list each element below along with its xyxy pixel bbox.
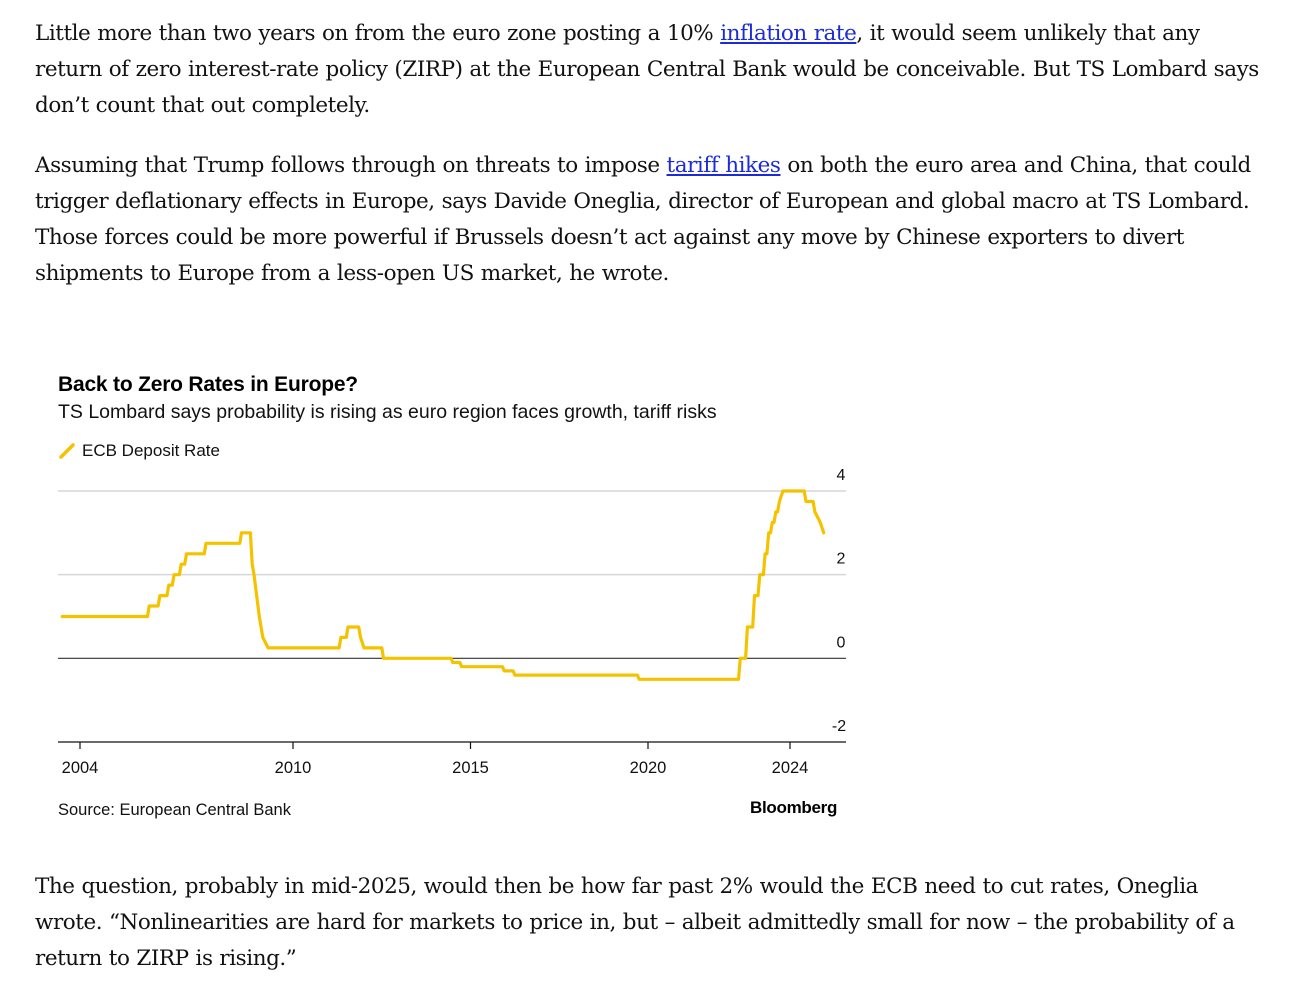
y-tick-label: 0 (837, 634, 846, 651)
paragraph-3: The question, probably in mid-2025, woul… (35, 874, 1235, 971)
inflation-rate-link[interactable]: inflation rate (720, 21, 857, 46)
legend-label: ECB Deposit Rate (82, 441, 220, 460)
bloomberg-logo: Bloomberg (750, 798, 838, 817)
chart-plot: 0 2 4 -2 2004 2010 2015 2020 2024 (58, 467, 846, 777)
chart-legend: ECB Deposit Rate (58, 441, 220, 461)
y-tick-label: -2 (832, 718, 846, 735)
x-tick-label: 2010 (275, 759, 312, 777)
p2-text-before: Assuming that Trump follows through on t… (35, 153, 667, 178)
x-tick-label: 2015 (452, 759, 489, 777)
p1-text-after: , it would seem unlikely that any return… (35, 21, 1259, 118)
y-tick-label: 4 (837, 467, 846, 484)
y-tick-label: 2 (837, 551, 846, 568)
chart-source: Source: European Central Bank (58, 801, 291, 819)
x-tick-label: 2024 (772, 759, 809, 777)
x-tick-label: 2020 (630, 759, 667, 777)
paragraph-2: Assuming that Trump follows through on t… (35, 148, 1265, 292)
chart-subtitle: TS Lombard says probability is rising as… (58, 401, 717, 423)
chart-title: Back to Zero Rates in Europe? (58, 373, 358, 396)
x-tick-label: 2004 (62, 759, 99, 777)
p2-text-after: on both the euro area and China, that co… (35, 153, 1251, 286)
legend-line-icon (59, 443, 75, 459)
tariff-hikes-link[interactable]: tariff hikes (666, 153, 781, 178)
paragraph-1: Little more than two years on from the e… (35, 16, 1265, 124)
series-line-0 (60, 489, 826, 681)
p1-text-before: Little more than two years on from the e… (35, 21, 721, 46)
